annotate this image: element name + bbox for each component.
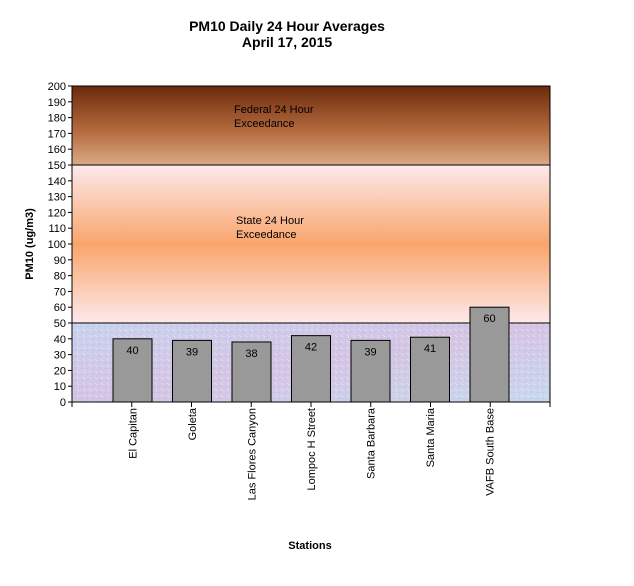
- bar-value-label: 39: [364, 346, 376, 358]
- y-axis: 0 10 20 30 40 50 60 70 80 90 100 110 120 130 140 150 160…: [48, 81, 72, 409]
- y-tick-label: 160: [48, 144, 66, 156]
- y-tick-label: 10: [54, 381, 66, 393]
- bar: [172, 339, 212, 403]
- y-tick-label: 140: [48, 176, 66, 188]
- y-tick-label: 180: [48, 113, 66, 125]
- bar-value-label: 39: [186, 346, 198, 358]
- x-tick-label: Lompoc H Street: [306, 408, 318, 491]
- x-tick-label: Goleta: [187, 407, 199, 440]
- federal-zone-label-line2: Exceedance: [234, 118, 295, 130]
- bar: [410, 336, 450, 403]
- state-zone-label-line2: Exceedance: [236, 229, 297, 241]
- y-tick-label: 200: [48, 81, 66, 93]
- y-tick-label: 190: [48, 97, 66, 109]
- y-tick-label: 90: [54, 255, 66, 267]
- y-tick-label: 100: [48, 239, 66, 251]
- y-tick-label: 60: [54, 302, 66, 314]
- federal-zone-label-line1: Federal 24 Hour: [234, 104, 314, 116]
- x-tick-label: VAFB South Base: [485, 408, 497, 496]
- chart-title: PM10 Daily 24 Hour Averages: [189, 18, 385, 34]
- y-tick-label: 30: [54, 350, 66, 362]
- bar-value-label: 60: [483, 313, 495, 325]
- bar-value-label: 41: [424, 343, 436, 355]
- federal-exceedance-zone: [72, 86, 550, 165]
- bar-value-label: 40: [126, 345, 138, 357]
- state-exceedance-zone: [72, 165, 550, 323]
- y-tick-label: 80: [54, 271, 66, 283]
- x-tick-label: Santa Barbara: [366, 407, 378, 479]
- y-tick-label: 120: [48, 207, 66, 219]
- x-axis-label: Stations: [288, 540, 331, 552]
- y-tick-label: 50: [54, 318, 66, 330]
- y-tick-label: 130: [48, 192, 66, 204]
- y-tick-label: 110: [48, 223, 66, 235]
- y-tick-label: 70: [54, 286, 66, 298]
- bar: [469, 306, 510, 403]
- chart-subtitle: April 17, 2015: [242, 34, 332, 50]
- x-tick-label: El Capitan: [128, 408, 140, 459]
- bar-value-labels: 40 39 38 42 39 41 60: [126, 313, 495, 360]
- y-tick-label: 20: [54, 365, 66, 377]
- state-zone-label-line1: State 24 Hour: [236, 215, 304, 227]
- y-tick-label: 170: [48, 128, 66, 140]
- bar-value-label: 38: [245, 348, 257, 360]
- bar-value-label: 42: [305, 342, 317, 354]
- y-axis-label: PM10 (ug/m3): [24, 208, 36, 280]
- y-tick-label: 150: [48, 160, 66, 172]
- bars: [112, 306, 510, 403]
- y-tick-label: 0: [60, 397, 66, 409]
- x-axis: El Capitan Goleta Las Flores Canyon Lompoc …: [71, 402, 551, 500]
- x-tick-label: Santa Maria: [425, 407, 437, 467]
- zone-labels: Federal 24 Hour Exceedance State 24 Hour Ex…: [234, 104, 314, 241]
- y-tick-label: 40: [54, 334, 66, 346]
- bar: [350, 339, 391, 403]
- x-tick-label: Las Flores Canyon: [247, 408, 259, 500]
